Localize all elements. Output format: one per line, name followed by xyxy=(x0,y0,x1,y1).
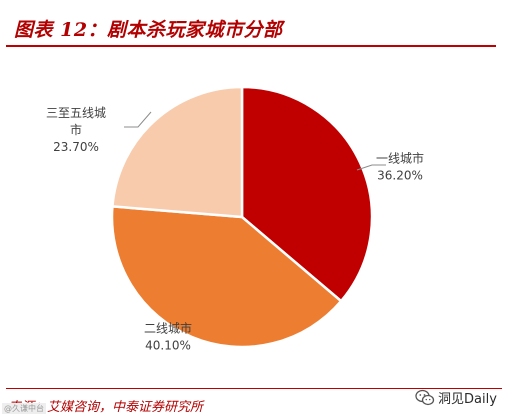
data-label-tier3: 三至五线城市 23.70% xyxy=(46,106,106,154)
leader-line-tier1 xyxy=(356,164,386,171)
pie-slice-tier1 xyxy=(240,85,374,303)
data-label-value: 23.70% xyxy=(53,140,99,154)
data-label-category: 二线城市 xyxy=(144,321,192,336)
data-label-value: 36.20% xyxy=(377,169,423,183)
data-label-category: 一线城市 xyxy=(376,151,424,166)
chart-title: 图表 12：剧本杀玩家城市分部 xyxy=(14,19,283,41)
source-divider xyxy=(6,388,502,389)
pie-chart: 一线城市 36.20% 二线城市 40.10% 三至五线城市 23.70% xyxy=(46,85,424,353)
pie-slice-tier2 xyxy=(110,205,343,349)
leader-line-tier3 xyxy=(124,111,152,128)
source-note: 来源：艾媒咨询，中泰证券研究所 xyxy=(8,400,204,415)
data-label-tier2: 二线城市 40.10% xyxy=(144,321,192,353)
data-label-category: 市 xyxy=(70,122,82,137)
data-label-category: 三至五线城 xyxy=(46,106,106,120)
data-label-tier1: 一线城市 36.20% xyxy=(376,151,424,183)
title-divider xyxy=(6,45,496,47)
wechat-watermark: 洞见Daily xyxy=(415,388,497,407)
data-label-value: 40.10% xyxy=(145,339,191,353)
pie-slice-tier3 xyxy=(111,85,244,219)
watermark-stamp: @久谦中台 xyxy=(2,403,46,414)
wechat-account-name: 洞见Daily xyxy=(438,392,497,407)
wechat-icon xyxy=(415,389,435,405)
